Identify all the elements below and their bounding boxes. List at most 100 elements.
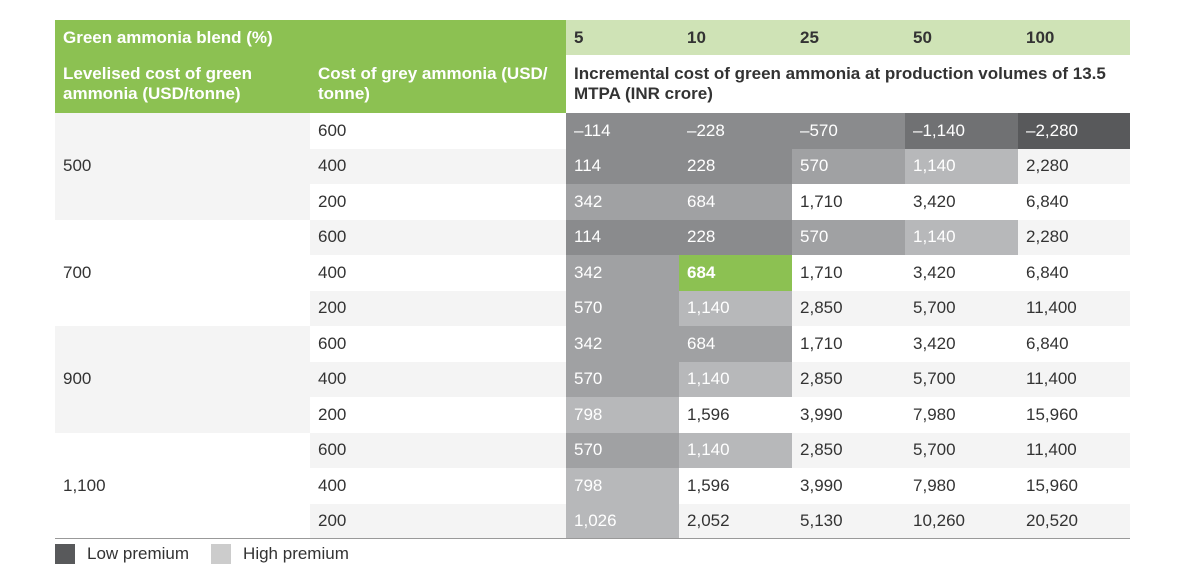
levelised-cost-cell: 700	[55, 219, 310, 326]
value-cell: 798	[566, 397, 680, 433]
blend-col-header: 10	[679, 20, 793, 55]
value-cell: 1,026	[566, 503, 680, 539]
value-cell: 570	[566, 290, 680, 326]
value-cell: 10,260	[905, 503, 1019, 539]
value-cell: 11,400	[1018, 361, 1131, 397]
value-cell: 2,280	[1018, 148, 1131, 184]
legend-swatch-low	[55, 544, 75, 564]
blend-header: Green ammonia blend (%)	[55, 20, 567, 55]
value-cell: 11,400	[1018, 290, 1131, 326]
value-cell: 1,596	[679, 468, 793, 504]
value-cell: 5,700	[905, 361, 1019, 397]
table-row: 200 342 684 1,710 3,420 6,840	[55, 184, 1131, 220]
levelised-cost-cell: 500	[55, 113, 310, 220]
table-row: 400 798 1,596 3,990 7,980 15,960	[55, 468, 1131, 504]
value-cell: 6,840	[1018, 326, 1131, 362]
table-row: 500 600 –114 –228 –570 –1,140 –2,280	[55, 113, 1131, 220]
value-cell: –114	[566, 113, 680, 149]
value-cell: 798	[566, 468, 680, 504]
value-cell: 1,710	[792, 326, 906, 362]
grey-cost-cell: 200	[310, 503, 567, 539]
value-cell: 15,960	[1018, 397, 1131, 433]
value-cell: –2,280	[1018, 113, 1131, 149]
grey-cost-cell: 400	[310, 468, 567, 504]
value-cell: 570	[566, 361, 680, 397]
levelised-cost-cell: 900	[55, 326, 310, 433]
value-cell: 3,420	[905, 326, 1019, 362]
value-cell: 570	[792, 148, 906, 184]
blend-col-header: 100	[1018, 20, 1131, 55]
legend-item-low: Low premium	[55, 544, 189, 564]
grey-cost-cell: 200	[310, 290, 567, 326]
cost-table: Green ammonia blend (%) 5 10 25 50 100 L…	[55, 20, 1131, 539]
value-cell: –228	[679, 113, 793, 149]
grey-cost-cell: 200	[310, 184, 567, 220]
table-row: 200 798 1,596 3,990 7,980 15,960	[55, 397, 1131, 433]
value-cell: 2,052	[679, 503, 793, 539]
value-cell: 15,960	[1018, 468, 1131, 504]
table-row: 200 570 1,140 2,850 5,700 11,400	[55, 290, 1131, 326]
table-bottom-rule	[55, 538, 1130, 539]
grey-cost-cell: 200	[310, 397, 567, 433]
grey-cost-cell: 400	[310, 255, 567, 291]
value-cell: 342	[566, 184, 680, 220]
value-cell: 570	[792, 219, 906, 255]
table-row: 900 600 342 684 1,710 3,420 6,840	[55, 326, 1131, 433]
legend-item-high: High premium	[211, 544, 349, 564]
value-cell: 2,850	[792, 432, 906, 468]
value-cell: 1,596	[679, 397, 793, 433]
value-cell: –570	[792, 113, 906, 149]
value-cell: 228	[679, 148, 793, 184]
value-cell: 684	[679, 326, 793, 362]
grey-cost-cell: 600	[310, 113, 567, 149]
value-cell: 1,140	[679, 290, 793, 326]
value-cell: 5,700	[905, 290, 1019, 326]
grey-cost-cell: 600	[310, 219, 567, 255]
grey-cost-cell: 600	[310, 326, 567, 362]
grey-cost-cell: 400	[310, 148, 567, 184]
value-cell: 3,420	[905, 255, 1019, 291]
value-cell: 114	[566, 219, 680, 255]
legend: Low premium High premium	[55, 544, 371, 564]
value-cell: 114	[566, 148, 680, 184]
value-cell: 1,140	[905, 148, 1019, 184]
value-cell: 1,710	[792, 255, 906, 291]
value-cell: 7,980	[905, 468, 1019, 504]
table-row: 700 600 114 228 570 1,140 2,280	[55, 219, 1131, 326]
legend-label-low: Low premium	[87, 544, 190, 563]
value-cell: 1,140	[679, 361, 793, 397]
grey-cost-cell: 400	[310, 361, 567, 397]
value-cell: –1,140	[905, 113, 1019, 149]
table-row: 200 1,026 2,052 5,130 10,260 20,520	[55, 503, 1131, 539]
value-cell: 3,990	[792, 397, 906, 433]
value-cell: 570	[566, 432, 680, 468]
levelised-cost-cell: 1,100	[55, 432, 310, 539]
value-cell: 5,700	[905, 432, 1019, 468]
value-cell: 1,710	[792, 184, 906, 220]
grey-cost-header: Cost of grey ammonia (USD/ tonne)	[310, 55, 567, 113]
legend-label-high: High premium	[243, 544, 349, 563]
incremental-cost-header: Incremental cost of green ammonia at pro…	[566, 55, 1131, 113]
value-cell: 11,400	[1018, 432, 1131, 468]
value-cell: 342	[566, 326, 680, 362]
value-cell: 228	[679, 219, 793, 255]
value-cell: 1,140	[905, 219, 1019, 255]
blend-col-header: 50	[905, 20, 1019, 55]
value-cell: 5,130	[792, 503, 906, 539]
value-cell: 20,520	[1018, 503, 1131, 539]
table-row: 400 342 684 1,710 3,420 6,840	[55, 255, 1131, 291]
grey-cost-cell: 600	[310, 432, 567, 468]
value-cell: 6,840	[1018, 184, 1131, 220]
blend-col-header: 25	[792, 20, 906, 55]
table-body: 500 600 –114 –228 –570 –1,140 –2,280 400 114 228 5…	[55, 113, 1131, 539]
legend-swatch-high	[211, 544, 232, 564]
table-row: 400 114 228 570 1,140 2,280	[55, 148, 1131, 184]
value-cell: 3,990	[792, 468, 906, 504]
value-cell: 3,420	[905, 184, 1019, 220]
value-cell: 6,840	[1018, 255, 1131, 291]
highlighted-value-cell: 684	[679, 255, 793, 291]
table-row: 1,100 600 570 1,140 2,850 5,700 11,400	[55, 432, 1131, 539]
value-cell: 1,140	[679, 432, 793, 468]
blend-col-header: 5	[566, 20, 680, 55]
table-row: 400 570 1,140 2,850 5,700 11,400	[55, 361, 1131, 397]
